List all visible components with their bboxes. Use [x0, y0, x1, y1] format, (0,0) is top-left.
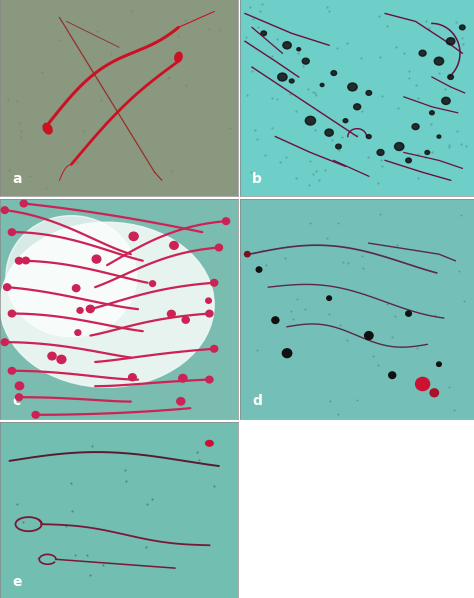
Circle shape [290, 79, 294, 83]
Circle shape [245, 252, 250, 257]
Circle shape [336, 144, 341, 149]
Circle shape [394, 142, 404, 151]
Circle shape [4, 284, 11, 291]
Circle shape [210, 279, 218, 286]
Circle shape [406, 158, 411, 163]
Circle shape [149, 281, 155, 286]
Circle shape [73, 285, 80, 292]
Circle shape [354, 104, 361, 110]
Circle shape [22, 257, 29, 264]
Circle shape [297, 48, 301, 51]
Text: a: a [12, 172, 21, 186]
Circle shape [15, 382, 24, 390]
Circle shape [429, 111, 434, 115]
Circle shape [206, 441, 213, 446]
Ellipse shape [6, 216, 137, 337]
Circle shape [343, 119, 348, 123]
Text: c: c [12, 394, 20, 408]
Ellipse shape [43, 123, 52, 134]
Ellipse shape [175, 52, 182, 62]
Circle shape [447, 38, 455, 45]
Circle shape [206, 298, 211, 303]
Circle shape [419, 50, 426, 56]
Circle shape [416, 377, 429, 390]
Circle shape [261, 31, 266, 36]
Circle shape [331, 71, 337, 75]
Circle shape [348, 83, 357, 91]
Text: b: b [252, 172, 262, 186]
Circle shape [1, 339, 9, 346]
Circle shape [167, 310, 175, 318]
Circle shape [327, 296, 331, 300]
Circle shape [1, 207, 9, 213]
Circle shape [9, 368, 16, 374]
Circle shape [92, 255, 101, 263]
Circle shape [170, 242, 178, 249]
Circle shape [430, 389, 438, 396]
Circle shape [210, 346, 218, 352]
Circle shape [389, 372, 396, 379]
Circle shape [75, 330, 81, 335]
Circle shape [365, 332, 373, 340]
Circle shape [129, 232, 138, 240]
Circle shape [425, 151, 429, 154]
Circle shape [366, 90, 372, 95]
Circle shape [437, 362, 441, 367]
Circle shape [32, 411, 39, 418]
Circle shape [9, 310, 16, 317]
Circle shape [177, 398, 185, 405]
Circle shape [459, 25, 465, 30]
Circle shape [179, 374, 187, 382]
Circle shape [20, 200, 27, 207]
Circle shape [206, 376, 213, 383]
Circle shape [278, 73, 287, 81]
Circle shape [302, 58, 309, 64]
Circle shape [272, 317, 279, 324]
Circle shape [325, 129, 333, 136]
Circle shape [77, 307, 83, 313]
Circle shape [437, 135, 441, 138]
Circle shape [412, 124, 419, 130]
Circle shape [406, 311, 411, 316]
Circle shape [128, 374, 136, 381]
Circle shape [320, 83, 324, 87]
Circle shape [377, 150, 384, 155]
Text: d: d [252, 394, 262, 408]
Circle shape [9, 229, 16, 236]
Circle shape [366, 135, 371, 139]
Circle shape [222, 218, 229, 224]
Circle shape [305, 117, 316, 125]
Circle shape [16, 394, 23, 401]
Text: e: e [12, 575, 21, 589]
Circle shape [182, 316, 189, 324]
Circle shape [16, 258, 23, 264]
Circle shape [434, 57, 444, 65]
Circle shape [57, 355, 66, 364]
Circle shape [448, 75, 454, 80]
Circle shape [442, 97, 450, 105]
Circle shape [48, 352, 56, 360]
Circle shape [206, 310, 213, 317]
Circle shape [256, 267, 262, 272]
Circle shape [283, 42, 291, 49]
Circle shape [283, 349, 292, 358]
Circle shape [215, 244, 222, 251]
Ellipse shape [0, 222, 214, 388]
Circle shape [86, 305, 94, 313]
